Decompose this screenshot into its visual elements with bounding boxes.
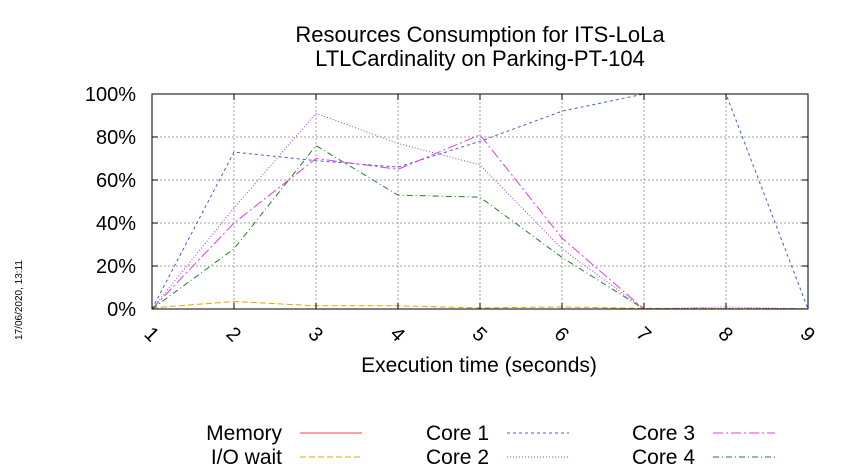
y-tick-label: 20%	[96, 256, 136, 278]
y-tick-label: 100%	[85, 84, 136, 106]
timestamp: 17/06/2020, 13:11	[14, 260, 25, 340]
x-tick-label: 8	[714, 323, 737, 346]
x-axis-label: Execution time (seconds)	[361, 354, 597, 377]
x-tick-label: 3	[304, 323, 327, 346]
x-tick-label: 1	[140, 323, 163, 346]
y-tick-label: 40%	[96, 213, 136, 235]
chart-title-line-1: Resources Consumption for ITS-LoLa	[295, 22, 665, 47]
x-tick-label: 9	[796, 323, 819, 346]
y-tick-label: 60%	[96, 170, 136, 192]
legend-label: Core 2	[426, 446, 489, 469]
series-line-core-1	[151, 93, 809, 310]
x-tick-label: 2	[222, 323, 245, 346]
x-tick-label: 7	[632, 323, 655, 346]
x-tick-label: 4	[386, 323, 409, 346]
legend-label: Core 3	[632, 422, 695, 445]
y-tick-label: 80%	[96, 127, 136, 149]
x-tick-label: 5	[468, 323, 491, 346]
chart-title-line-2: LTLCardinality on Parking-PT-104	[315, 46, 645, 71]
legend-label: Memory	[206, 422, 282, 445]
y-axis-ticks: 0% 20% 40% 60% 80% 100%	[85, 84, 808, 321]
legend-label: Core 4	[632, 446, 695, 469]
series-line-core-2	[151, 112, 809, 310]
legend-label: Core 1	[426, 422, 489, 445]
legend-label: I/O wait	[211, 446, 282, 469]
x-tick-label: 6	[550, 323, 573, 346]
y-tick-label: 0%	[107, 299, 136, 321]
grid	[152, 94, 808, 309]
